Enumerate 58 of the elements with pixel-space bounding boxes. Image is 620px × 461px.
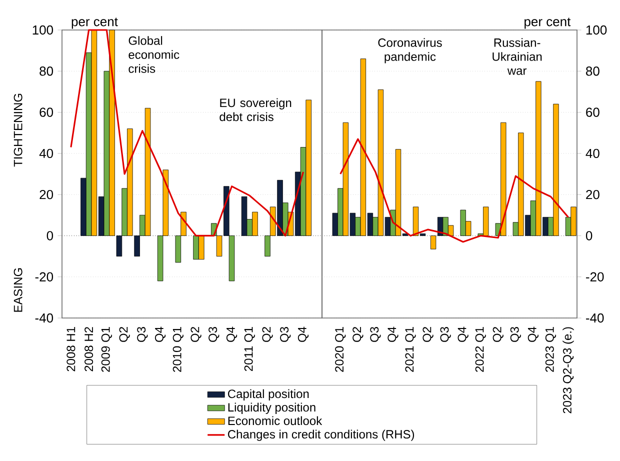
y-tick-label: 20 <box>40 190 54 200</box>
x-tick-label: Q3 <box>208 326 220 342</box>
text: TIGHTENING <box>14 94 22 167</box>
x-tick-label: Q3 <box>510 326 521 342</box>
y-tick-label: -20 <box>35 272 54 282</box>
x-tick-label: 2008 H1 <box>66 327 76 372</box>
x-tick-label: Q2 <box>119 327 130 342</box>
annotation: Russian-Ukrainian war <box>492 38 542 75</box>
y-tick-label: 60 <box>586 108 600 117</box>
y-tick-label: 60 <box>40 108 54 117</box>
x-tick-label: 2008 H2 <box>84 327 94 372</box>
y-tick-label: 20 <box>586 190 600 200</box>
y-tick-label: -40 <box>35 313 54 323</box>
y-tick-label: -40 <box>586 313 604 323</box>
x-tick-label: Q3 <box>137 326 148 342</box>
y-tick-label: 100 <box>32 25 54 35</box>
x-tick-label: Q2 <box>422 327 434 342</box>
x-tick-label: Q4 <box>388 326 398 342</box>
x-tick-label: Q2 <box>492 327 504 342</box>
y-tick-label: 40 <box>39 148 54 158</box>
x-tick-label: 2020 Q1 <box>335 327 346 372</box>
x-tick-label: Q4 <box>226 326 238 342</box>
y-tick-label: 80 <box>40 66 54 76</box>
y-tick-label: 100 <box>586 25 607 35</box>
line-series <box>70 29 304 237</box>
x-tick-label: 2021 Q1 <box>405 327 416 372</box>
x-tick-label: Q4 <box>528 326 539 342</box>
x-tick-label: 2023 Q1 <box>545 327 556 372</box>
y-axis-title: per cent <box>524 18 571 29</box>
y-tick-label: -20 <box>586 272 604 282</box>
legend-label: Liquidity position <box>228 402 316 414</box>
x-tick-label: Q3 <box>280 326 291 342</box>
y-tick-label: 80 <box>586 66 600 76</box>
x-tick-label: Q4 <box>154 326 166 342</box>
y-tick-label: 0 <box>46 231 54 240</box>
x-tick-label: Q2 <box>352 327 364 342</box>
x-tick-label: 2022 Q1 <box>475 327 486 372</box>
x-tick-label: Q3 <box>370 326 381 342</box>
x-tick-label: 2010 Q1 <box>172 327 184 372</box>
y-tick-label: 0 <box>586 231 592 240</box>
legend-label: Changes in credit conditions (RHS) <box>228 430 414 441</box>
x-tick-label: Q4 <box>298 326 309 342</box>
line-series <box>340 138 570 243</box>
x-tick-label: 2011 Q1 <box>244 327 255 371</box>
annotation: EU sovereign debt crisis <box>220 98 292 122</box>
x-tick-label: Q2 <box>190 327 202 342</box>
x-tick-label: Q4 <box>458 326 468 342</box>
legend-label: Capital position <box>228 389 309 400</box>
x-tick-label: Q2 <box>262 327 273 342</box>
x-tick-label: 2009 Q1 <box>101 327 112 372</box>
legend-label: Economic outlook <box>228 416 322 426</box>
annotation: Global economic crisis <box>128 36 180 73</box>
x-tick-label: Q3 <box>440 326 451 342</box>
annotation: Coronavirus pandemic <box>378 38 442 64</box>
text: EASING <box>14 268 22 312</box>
x-tick-label: 2023 Q2-Q3 (e.) <box>562 327 574 414</box>
y-axis-title: per cent <box>72 18 118 29</box>
y-tick-label: 40 <box>586 148 600 158</box>
